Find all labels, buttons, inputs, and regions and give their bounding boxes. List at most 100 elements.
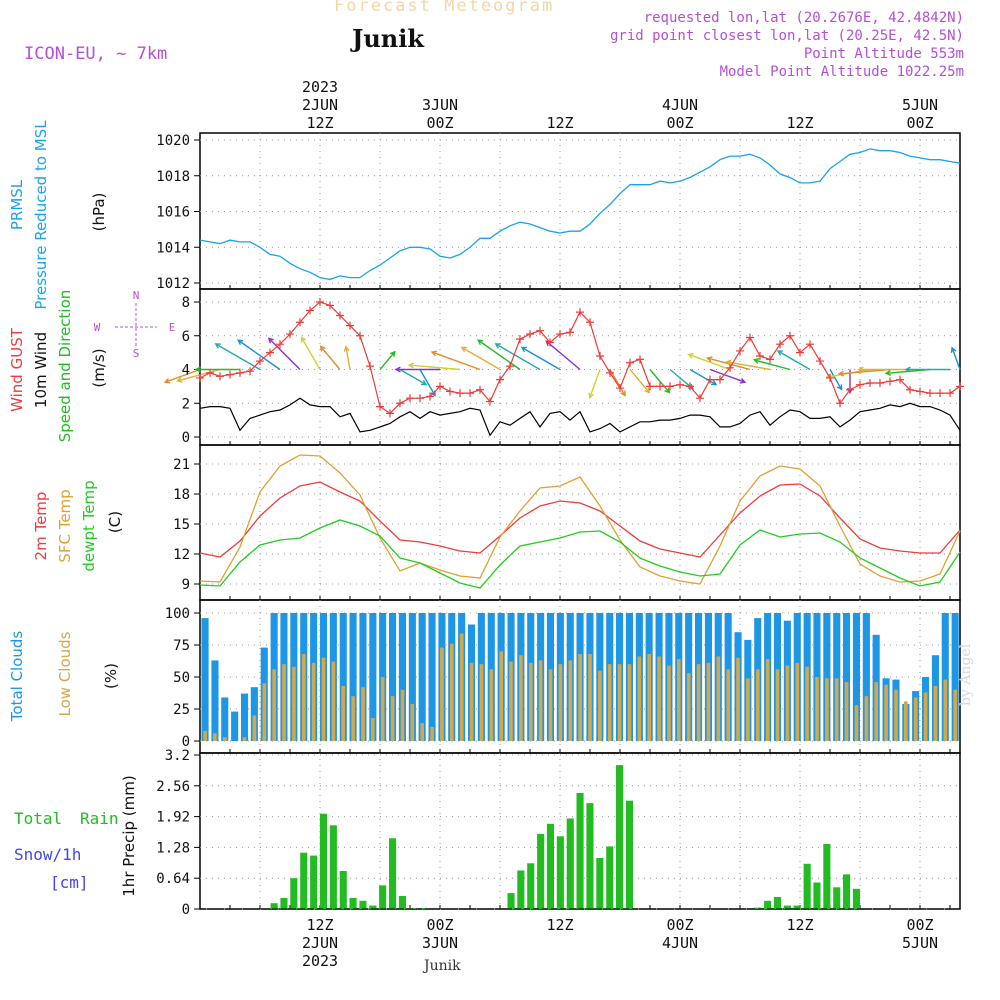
gust-marker bbox=[956, 382, 964, 391]
low-cloud-bar bbox=[538, 660, 543, 741]
temperature-ytick-label: 15 bbox=[173, 517, 190, 533]
total-cloud-bar bbox=[241, 693, 249, 741]
total-cloud-bar bbox=[408, 613, 416, 741]
wind-arrow-head bbox=[706, 356, 713, 363]
gust-marker bbox=[866, 379, 874, 387]
total-cloud-bar bbox=[823, 613, 831, 741]
low-cloud-bar bbox=[775, 669, 780, 741]
top-time-label: 00Z bbox=[666, 114, 693, 132]
low-cloud-bar bbox=[854, 705, 859, 741]
precip-bar bbox=[754, 907, 762, 909]
precip-bar bbox=[852, 888, 860, 909]
temperature-frame bbox=[199, 444, 961, 601]
low-cloud-bar bbox=[805, 666, 809, 741]
wind-arrow bbox=[495, 343, 541, 371]
precipitation-ytick-label: 0 bbox=[182, 902, 190, 918]
total-cloud-bar bbox=[862, 613, 870, 741]
low-cloud-bar bbox=[292, 666, 296, 741]
gust-marker bbox=[826, 373, 834, 382]
wind-arrow bbox=[419, 369, 436, 396]
total-cloud-bar bbox=[951, 613, 959, 741]
low-cloud-bar bbox=[913, 697, 918, 741]
gust-marker bbox=[376, 402, 384, 411]
gust-marker bbox=[366, 362, 374, 371]
wind-arrow bbox=[839, 368, 891, 375]
wind-arrow-head bbox=[950, 346, 957, 353]
prmsl-unit-label: (hPa) bbox=[90, 193, 108, 232]
meteogram-title: Forecast Meteogram bbox=[334, 0, 555, 16]
gust-marker bbox=[296, 318, 304, 327]
low-cloud-bar bbox=[529, 662, 533, 741]
low-cloud-bar bbox=[637, 656, 642, 741]
precip-bar bbox=[576, 793, 584, 909]
gust-marker bbox=[236, 368, 244, 377]
precip-bar bbox=[398, 896, 406, 909]
low-cloud-bar bbox=[469, 662, 474, 741]
low-cloud-bar bbox=[647, 654, 651, 741]
low-cloud-bar bbox=[272, 669, 276, 741]
low-cloud-bar bbox=[716, 656, 721, 741]
wind-arrow bbox=[320, 346, 341, 370]
wind-arrow-head bbox=[420, 379, 428, 386]
bottom-time-label: 2JUN bbox=[302, 934, 338, 952]
bottom-time-label: 4JUN bbox=[662, 934, 698, 952]
gust-marker bbox=[756, 352, 764, 360]
wind-arrow-head bbox=[237, 339, 244, 346]
pressure-ytick-label: 1018 bbox=[156, 169, 190, 185]
total-cloud-bar bbox=[250, 687, 258, 741]
low-cloud-bar bbox=[450, 643, 454, 741]
low-cloud-bar bbox=[548, 669, 553, 741]
low-cloud-bar bbox=[825, 678, 829, 741]
temp-unit-label: (C) bbox=[106, 511, 124, 533]
total-cloud-bar bbox=[833, 613, 841, 741]
t2m-label: 2m Temp bbox=[32, 492, 50, 561]
wind-arrow bbox=[409, 364, 461, 371]
low-cloud-bar bbox=[756, 669, 760, 741]
compass-n: N bbox=[133, 289, 140, 302]
gust-marker bbox=[266, 348, 274, 357]
low-cloud-bar bbox=[696, 664, 701, 741]
gust-marker bbox=[646, 382, 654, 391]
precip-bar bbox=[280, 897, 288, 909]
gust-marker bbox=[536, 326, 544, 335]
precip-bar bbox=[329, 825, 337, 909]
gust-marker bbox=[796, 348, 804, 357]
top-time-label: 12Z bbox=[306, 114, 333, 132]
prmsl-line bbox=[199, 148, 961, 281]
compass-w: W bbox=[94, 321, 101, 334]
gust-marker bbox=[586, 318, 594, 327]
point-altitude: Point Altitude 553m bbox=[803, 46, 964, 62]
precip-bar bbox=[517, 870, 525, 909]
gust-marker bbox=[486, 397, 494, 406]
low-cloud-bar bbox=[489, 669, 494, 741]
total-cloud-bar bbox=[369, 613, 377, 741]
low-cloud-bar bbox=[578, 654, 582, 741]
precipitation-ytick-label: 0.64 bbox=[156, 871, 190, 887]
precip-bar bbox=[290, 878, 298, 909]
top-time-label: 5JUN bbox=[902, 96, 938, 114]
precip-bar bbox=[586, 803, 594, 909]
wind-arrow-head bbox=[687, 353, 694, 359]
low-cloud-bar bbox=[371, 718, 375, 741]
wind-arrow-head bbox=[837, 370, 845, 377]
low-cloud-bar bbox=[834, 678, 839, 741]
t2m-line bbox=[199, 481, 961, 558]
low-cloud-bar bbox=[509, 661, 513, 741]
gust-marker bbox=[906, 385, 914, 394]
bottom-time-label: 3JUN bbox=[422, 934, 458, 952]
precip-bar bbox=[793, 905, 801, 909]
gust-marker bbox=[916, 387, 924, 396]
wind-arrow-head bbox=[725, 359, 732, 366]
wind-arrow-head bbox=[389, 350, 396, 357]
precip-bar bbox=[556, 836, 564, 909]
gust-marker bbox=[246, 367, 254, 376]
wind-arrow bbox=[669, 368, 694, 390]
temperature-ytick-label: 9 bbox=[182, 577, 190, 593]
low-cloud-bar bbox=[785, 665, 790, 741]
wind-arrow bbox=[545, 340, 581, 371]
precip-bar bbox=[369, 905, 377, 909]
low-cloud-bar bbox=[499, 651, 503, 741]
gust-marker bbox=[946, 389, 954, 398]
wind-arrow-head bbox=[407, 362, 415, 369]
total-cloud-bar bbox=[398, 613, 406, 741]
